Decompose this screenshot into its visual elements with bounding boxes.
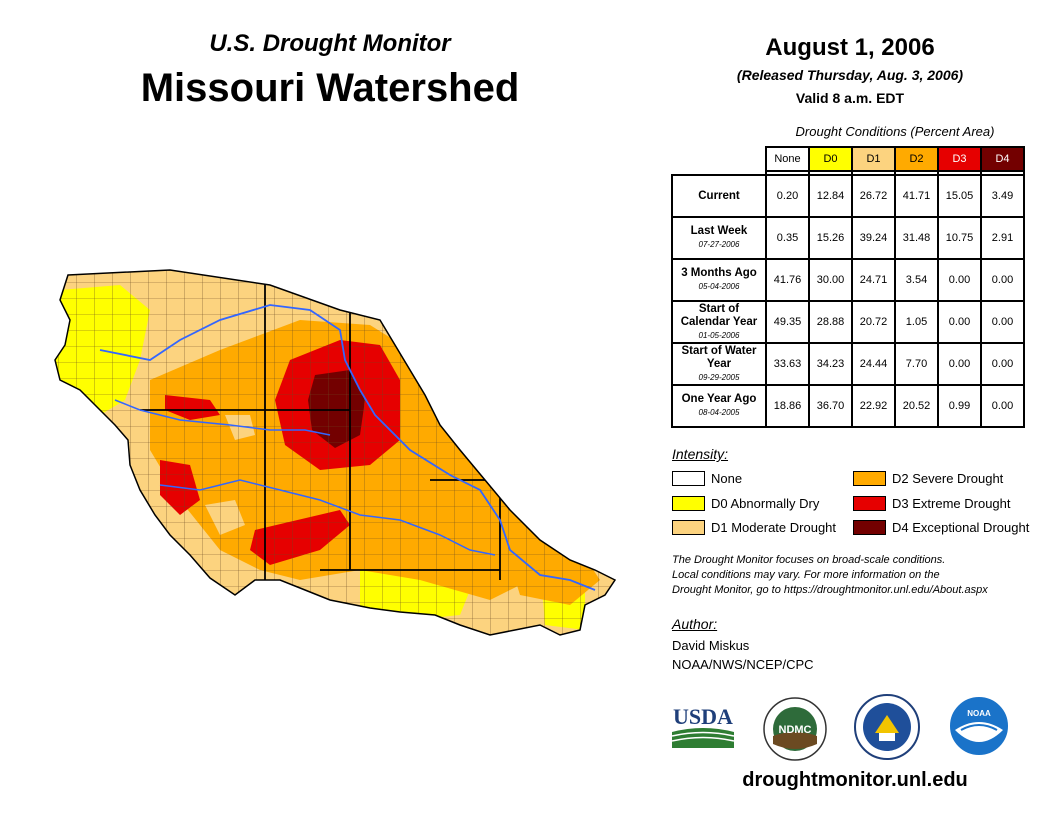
- author-organization: NOAA/NWS/NCEP/CPC: [672, 657, 814, 672]
- table-cell: 20.52: [894, 384, 939, 428]
- column-header: D2: [894, 146, 939, 172]
- table-cell: 28.88: [808, 300, 853, 344]
- table-cell: 0.00: [937, 300, 982, 344]
- legend-swatch: [672, 496, 705, 511]
- release-date: (Released Thursday, Aug. 3, 2006): [736, 67, 964, 83]
- ndmc-logo-icon: NDMC: [763, 697, 827, 761]
- row-label: One Year Ago 08-04-2005: [671, 384, 767, 428]
- table-cell: 12.84: [808, 174, 853, 218]
- table-cell: 41.71: [894, 174, 939, 218]
- usda-logo-icon: USDA: [671, 704, 735, 748]
- table-cell: 0.00: [937, 258, 982, 302]
- table-header-row: None D0 D1 D2 D3 D4: [672, 146, 1025, 172]
- table-cell: 0.00: [937, 342, 982, 386]
- table-cell: 22.92: [851, 384, 896, 428]
- legend-swatch: [672, 471, 705, 486]
- legend-label: D1 Moderate Drought: [711, 520, 837, 535]
- table-cell: 39.24: [851, 216, 896, 260]
- table-cell: 24.44: [851, 342, 896, 386]
- platte-river: [114, 399, 331, 436]
- table-cell: 31.48: [894, 216, 939, 260]
- map-title: Missouri Watershed: [140, 66, 520, 110]
- legend-label: D4 Exceptional Drought: [892, 520, 1030, 535]
- watershed-outline: [54, 269, 617, 636]
- svg-text:NOAA: NOAA: [967, 709, 991, 718]
- column-header: D0: [808, 146, 853, 172]
- svg-text:USDA: USDA: [673, 704, 733, 729]
- table-cell: 0.00: [980, 342, 1025, 386]
- table-cell: 0.00: [980, 258, 1025, 302]
- table-cell: 24.71: [851, 258, 896, 302]
- legend-item-d1: D1 Moderate Drought: [672, 520, 836, 535]
- legend-swatch: [672, 520, 705, 535]
- table-cell: 0.00: [980, 300, 1025, 344]
- table-cell: 10.75: [937, 216, 982, 260]
- svg-text:NDMC: NDMC: [779, 724, 812, 736]
- table-cell: 18.86: [765, 384, 810, 428]
- table-cell: 0.20: [765, 174, 810, 218]
- author-heading: Author:: [672, 616, 718, 632]
- legend-item-d2: D2 Severe Drought: [853, 471, 1003, 486]
- author-name: David Miskus: [672, 638, 750, 653]
- row-label: Current: [671, 174, 767, 218]
- commerce-seal-icon: [854, 694, 920, 760]
- missouri-river: [99, 304, 596, 591]
- legend-label: D3 Extreme Drought: [892, 496, 1011, 511]
- table-row: Last Week 07-27-2006 0.35 15.26 39.24 31.…: [671, 216, 1025, 260]
- table-cell: 15.26: [808, 216, 853, 260]
- table-cell: 20.72: [851, 300, 896, 344]
- table-cell: 3.54: [894, 258, 939, 302]
- map-date: August 1, 2006: [765, 34, 935, 61]
- table-cell: 1.05: [894, 300, 939, 344]
- valid-time: Valid 8 a.m. EDT: [795, 90, 905, 106]
- table-cell: 0.35: [765, 216, 810, 260]
- kansas-river: [159, 479, 496, 556]
- column-header: D4: [980, 146, 1025, 172]
- table-cell: 34.23: [808, 342, 853, 386]
- table-cell: 3.49: [980, 174, 1025, 218]
- legend-item-d3: D3 Extreme Drought: [853, 496, 1011, 511]
- map-subtitle: U.S. Drought Monitor: [209, 30, 451, 57]
- column-header: None: [765, 146, 810, 172]
- drought-conditions-table: None D0 D1 D2 D3 D4 Current 0.20 12.84 2…: [671, 146, 1025, 428]
- column-header: D1: [851, 146, 896, 172]
- legend-item-d0: D0 Abnormally Dry: [672, 496, 819, 511]
- table-cell: 7.70: [894, 342, 939, 386]
- table-cell: 36.70: [808, 384, 853, 428]
- table-cell: 41.76: [765, 258, 810, 302]
- table-cell: 15.05: [937, 174, 982, 218]
- table-row: Current 0.20 12.84 26.72 41.71 15.05 3.4…: [671, 174, 1025, 218]
- row-label: Start of Water Year 09-29-2005: [671, 342, 767, 386]
- disclaimer-note: The Drought Monitor focuses on broad-sca…: [672, 554, 988, 596]
- table-cell: 33.63: [765, 342, 810, 386]
- table-cell: 30.00: [808, 258, 853, 302]
- column-header: D3: [937, 146, 982, 172]
- legend-label: D0 Abnormally Dry: [711, 496, 820, 511]
- drought-map: [54, 269, 617, 636]
- legend-heading: Intensity:: [672, 446, 729, 462]
- table-row: One Year Ago 08-04-2005 18.86 36.70 22.92…: [671, 384, 1025, 428]
- table-cell: 0.99: [937, 384, 982, 428]
- table-row: 3 Months Ago 05-04-2006 41.76 30.00 24.71…: [671, 258, 1025, 302]
- table-cell: 2.91: [980, 216, 1025, 260]
- legend-item-none: None: [672, 471, 742, 486]
- legend-swatch: [853, 471, 886, 486]
- table-cell: 26.72: [851, 174, 896, 218]
- table-caption: Drought Conditions (Percent Area): [795, 124, 995, 139]
- row-label: Start of Calendar Year 01-05-2006: [671, 300, 767, 344]
- table-cell: 0.00: [980, 384, 1025, 428]
- noaa-logo-icon: NOAA: [948, 695, 1010, 757]
- table-row: Start of Water Year 09-29-2005 33.63 34.2…: [671, 342, 1025, 386]
- table-cell: 49.35: [765, 300, 810, 344]
- table-row: Start of Calendar Year 01-05-2006 49.35 2…: [671, 300, 1025, 344]
- row-label: Last Week 07-27-2006: [671, 216, 767, 260]
- legend-swatch: [853, 496, 886, 511]
- legend-label: None: [711, 471, 743, 486]
- legend-swatch: [853, 520, 886, 535]
- row-label: 3 Months Ago 05-04-2006: [671, 258, 767, 302]
- legend-item-d4: D4 Exceptional Drought: [853, 520, 1029, 535]
- website-link[interactable]: droughtmonitor.unl.edu: [742, 769, 968, 791]
- legend-label: D2 Severe Drought: [892, 471, 1004, 486]
